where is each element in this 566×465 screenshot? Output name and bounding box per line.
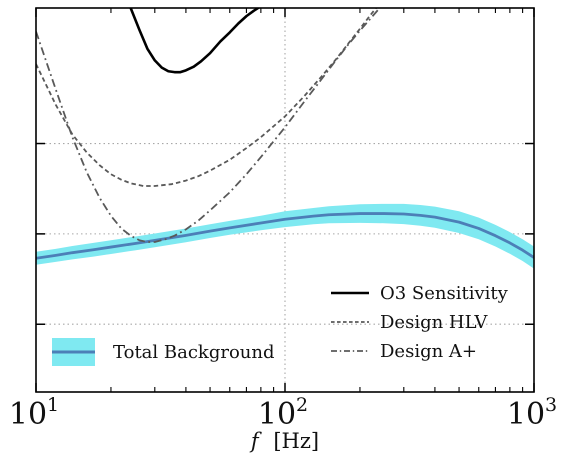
x-tick-label-base: 10: [507, 397, 545, 432]
legend-item-design-a-plus: Design A+: [331, 341, 477, 362]
x-tick-label-exponent: 2: [296, 394, 308, 416]
legend-left: Total Background: [52, 338, 275, 366]
legend-label-total-background: Total Background: [113, 342, 275, 363]
o3-sensitivity-line: [129, 8, 261, 74]
legend-item-total-background: Total Background: [52, 338, 275, 366]
legend-label-o3-sensitivity: O3 Sensitivity: [380, 283, 509, 304]
total-background-line: [36, 212, 534, 260]
design-a-plus-line: [36, 8, 381, 243]
x-tick-label-exponent: 1: [47, 394, 59, 416]
x-axis-label-text: f [Hz]: [249, 429, 319, 453]
x-tick-label-exponent: 3: [545, 394, 557, 416]
x-tick-label-base: 10: [9, 397, 47, 432]
design-hlv-line: [36, 8, 378, 187]
grid: [36, 8, 534, 392]
plot-series: [36, 8, 534, 269]
x-axis-label-variable: f: [249, 429, 262, 453]
x-tick-label: 102: [258, 394, 308, 432]
legend-label-design-hlv: Design HLV: [380, 312, 488, 333]
x-tick-label: 101: [9, 394, 59, 432]
x-tick-label-base: 10: [258, 397, 296, 432]
axes: 101 102 103: [9, 7, 557, 432]
legend-right: O3 Sensitivity Design HLV Design A+: [331, 283, 509, 362]
x-tick-label: 103: [507, 394, 557, 432]
legend-item-o3-sensitivity: O3 Sensitivity: [331, 283, 509, 304]
legend-item-design-hlv: Design HLV: [331, 312, 488, 333]
x-axis-label-unit: [Hz]: [273, 429, 319, 453]
x-axis-label: f [Hz]: [249, 429, 319, 453]
total-background-band: [36, 203, 534, 269]
legend-label-design-a-plus: Design A+: [380, 341, 477, 362]
